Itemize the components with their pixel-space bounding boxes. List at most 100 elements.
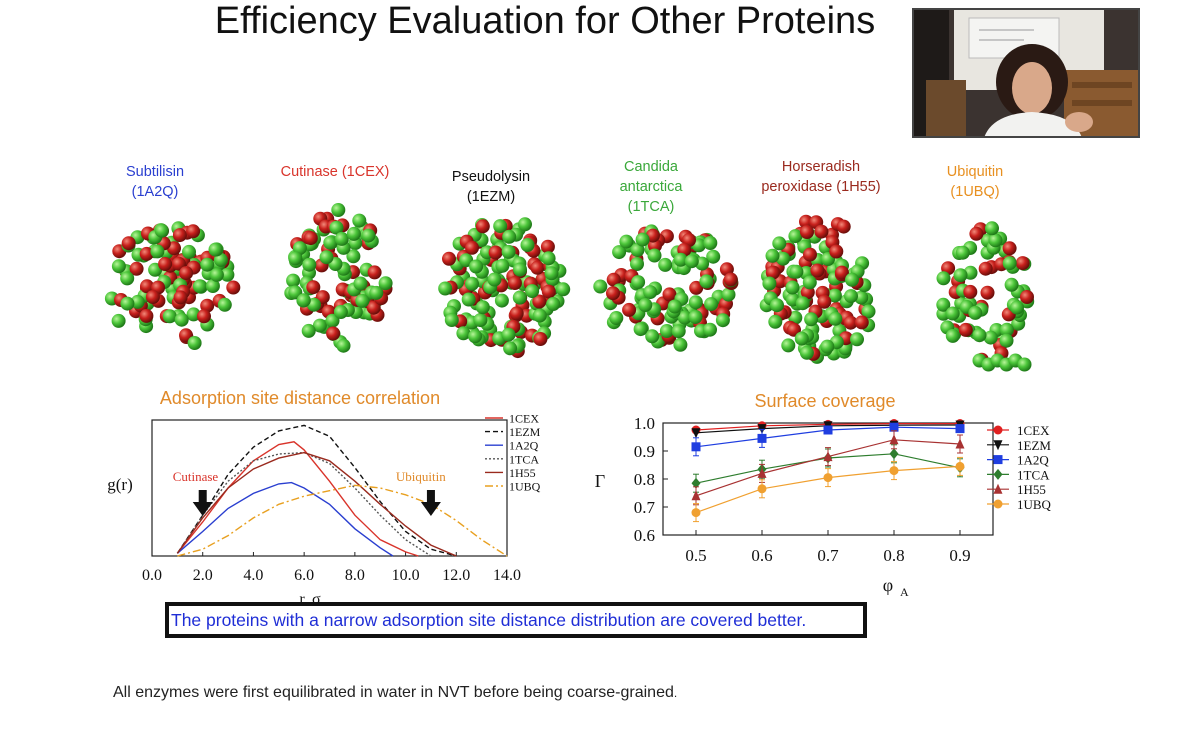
green-bead (999, 333, 1014, 348)
green-bead (1010, 300, 1024, 315)
green-bead (512, 290, 527, 305)
red-bead (145, 290, 160, 304)
green-bead (288, 251, 303, 266)
data-point-1ubq (757, 484, 767, 494)
green-bead (192, 279, 207, 294)
video-tile[interactable] (912, 8, 1140, 138)
red-bead (530, 260, 545, 275)
green-bead (673, 252, 688, 267)
red-bead (532, 294, 547, 309)
legend-label: 1EZM (1017, 438, 1051, 453)
green-bead (631, 275, 646, 290)
green-bead (845, 272, 859, 287)
green-bead (361, 228, 376, 243)
red-bead (121, 236, 136, 251)
y-tick-label: 0.8 (634, 470, 655, 489)
y-tick-label: 0.7 (634, 498, 656, 517)
x-tick-label: 8.0 (345, 567, 365, 584)
green-bead (520, 238, 535, 252)
y-tick-label: 0.6 (634, 526, 655, 545)
green-bead (844, 289, 858, 304)
red-bead (140, 279, 154, 294)
green-bead (334, 231, 349, 246)
red-bead (803, 247, 817, 262)
green-bead (768, 314, 783, 329)
green-bead (953, 268, 968, 283)
green-bead (619, 234, 634, 249)
green-bead (336, 338, 351, 353)
green-bead (781, 338, 796, 353)
green-bead (820, 339, 835, 354)
x-tick-label: 0.0 (142, 567, 162, 584)
green-bead (200, 257, 215, 272)
green-bead (329, 220, 344, 235)
green-bead (355, 293, 370, 308)
red-bead (799, 214, 813, 229)
green-bead (703, 322, 717, 337)
red-bead (366, 300, 381, 315)
red-bead (326, 326, 341, 341)
red-bead (622, 302, 637, 317)
green-bead (765, 248, 780, 263)
red-bead (958, 322, 973, 337)
green-bead (936, 297, 951, 312)
presenter-video (914, 10, 1138, 136)
red-bead (488, 245, 503, 260)
x-tick-label: 0.8 (883, 546, 904, 565)
red-bead (306, 280, 321, 295)
green-bead (794, 331, 809, 346)
green-bead (468, 329, 483, 344)
annotation-arrow (192, 490, 213, 516)
green-bead (473, 313, 488, 328)
protein-label-pseudolysin: Pseudolysin (1EZM) (451, 169, 531, 205)
red-bead (197, 309, 211, 324)
red-bead (829, 244, 844, 259)
red-bead (836, 219, 851, 234)
x-tick-label: 0.6 (751, 546, 772, 565)
green-bead (469, 259, 484, 274)
green-bead (301, 323, 316, 338)
green-bead (804, 312, 819, 327)
green-bead (331, 203, 346, 217)
protein-image-subtilisin (104, 221, 241, 350)
red-bead (540, 239, 555, 254)
x-tick-label: 10.0 (392, 567, 420, 584)
annotation-arrow (420, 490, 441, 516)
green-bead (495, 258, 510, 273)
red-bead (817, 294, 832, 309)
y-tick-label: 0.9 (634, 442, 655, 461)
red-bead (1002, 241, 1017, 256)
green-bead (502, 229, 517, 244)
green-bead (296, 293, 311, 308)
red-bead (800, 225, 814, 239)
data-point-1a2q (823, 425, 833, 435)
red-bead (978, 261, 993, 276)
data-point-1a2q (955, 424, 965, 434)
x-axis-label-subscript: A (900, 585, 909, 599)
green-bead (286, 273, 301, 288)
data-point-1tca (889, 448, 899, 460)
data-point-1ubq (955, 461, 965, 471)
green-bead (493, 219, 508, 234)
red-bead (980, 285, 995, 300)
green-bead (353, 276, 368, 291)
green-bead (213, 252, 228, 267)
red-bead (834, 265, 849, 280)
green-bead (208, 242, 223, 257)
green-bead (638, 298, 653, 312)
green-bead (541, 251, 556, 266)
green-bead (465, 276, 479, 291)
green-bead (673, 337, 688, 352)
red-bead (129, 261, 144, 276)
data-point-1h55 (757, 467, 767, 478)
legend-label: 1UBQ (1017, 497, 1052, 512)
legend-label: 1CEX (1017, 423, 1050, 438)
red-bead (172, 228, 187, 243)
correlation-chart: g(r) 0.0 2.0 4.0 6.0 8.0 10.0 12.0 14.0 r, σ Cutin… (107, 412, 540, 606)
green-bead (532, 308, 547, 323)
legend-marker (993, 425, 1003, 435)
green-bead (111, 259, 126, 274)
green-bead (776, 251, 791, 266)
green-bead (999, 322, 1014, 337)
legend-label: 1A2Q (509, 439, 539, 453)
